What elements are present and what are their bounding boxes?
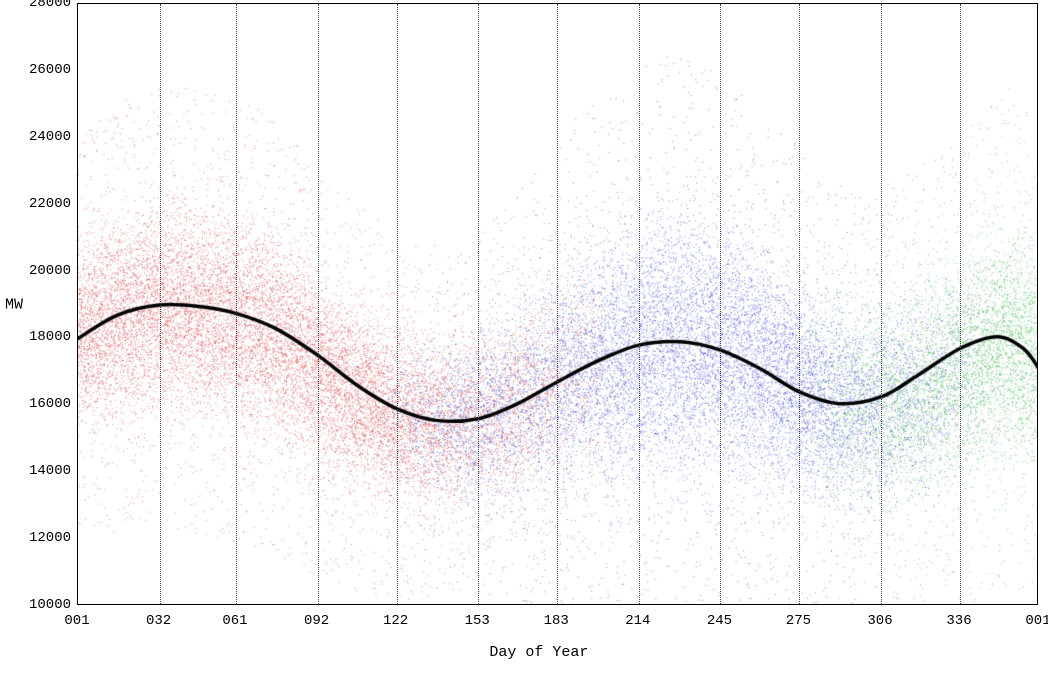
y-tick-label: 14000 [24, 463, 71, 479]
y-tick-label: 26000 [24, 62, 71, 78]
y-tick-label: 24000 [24, 129, 71, 145]
y-tick-label: 12000 [24, 530, 71, 546]
gridline [799, 4, 800, 604]
plot-area [77, 3, 1038, 605]
gridline [236, 4, 237, 604]
x-tick-label: 336 [946, 613, 971, 629]
x-tick-label: 214 [625, 613, 650, 629]
gridline [557, 4, 558, 604]
gridline [639, 4, 640, 604]
x-tick-label: 275 [786, 613, 811, 629]
gridline [960, 4, 961, 604]
mw-day-of-year-chart: MW 10000 12000 14000 16000 18000 20000 22000 24… [0, 0, 1048, 675]
x-tick-label: 032 [146, 613, 171, 629]
y-tick-label: 28000 [24, 0, 71, 11]
gridline [720, 4, 721, 604]
x-tick-label: 122 [383, 613, 408, 629]
gridline [160, 4, 161, 604]
x-tick-label: 183 [544, 613, 569, 629]
x-tick-label: 245 [707, 613, 732, 629]
x-tick-label: 306 [867, 613, 892, 629]
gridline [881, 4, 882, 604]
y-tick-label: 16000 [24, 396, 71, 412]
x-tick-label: 001 [1025, 613, 1048, 629]
y-tick-label: 20000 [24, 263, 71, 279]
x-tick-label: 153 [465, 613, 490, 629]
gridline [397, 4, 398, 604]
y-tick-label: 18000 [24, 329, 71, 345]
x-tick-label: 092 [304, 613, 329, 629]
y-axis-label: MW [5, 297, 23, 314]
gridline [478, 4, 479, 604]
y-tick-label: 10000 [24, 597, 71, 613]
x-tick-label: 061 [222, 613, 247, 629]
y-tick-label: 22000 [24, 196, 71, 212]
gridline [318, 4, 319, 604]
x-tick-label: 001 [64, 613, 89, 629]
x-axis-label: Day of Year [489, 644, 588, 661]
